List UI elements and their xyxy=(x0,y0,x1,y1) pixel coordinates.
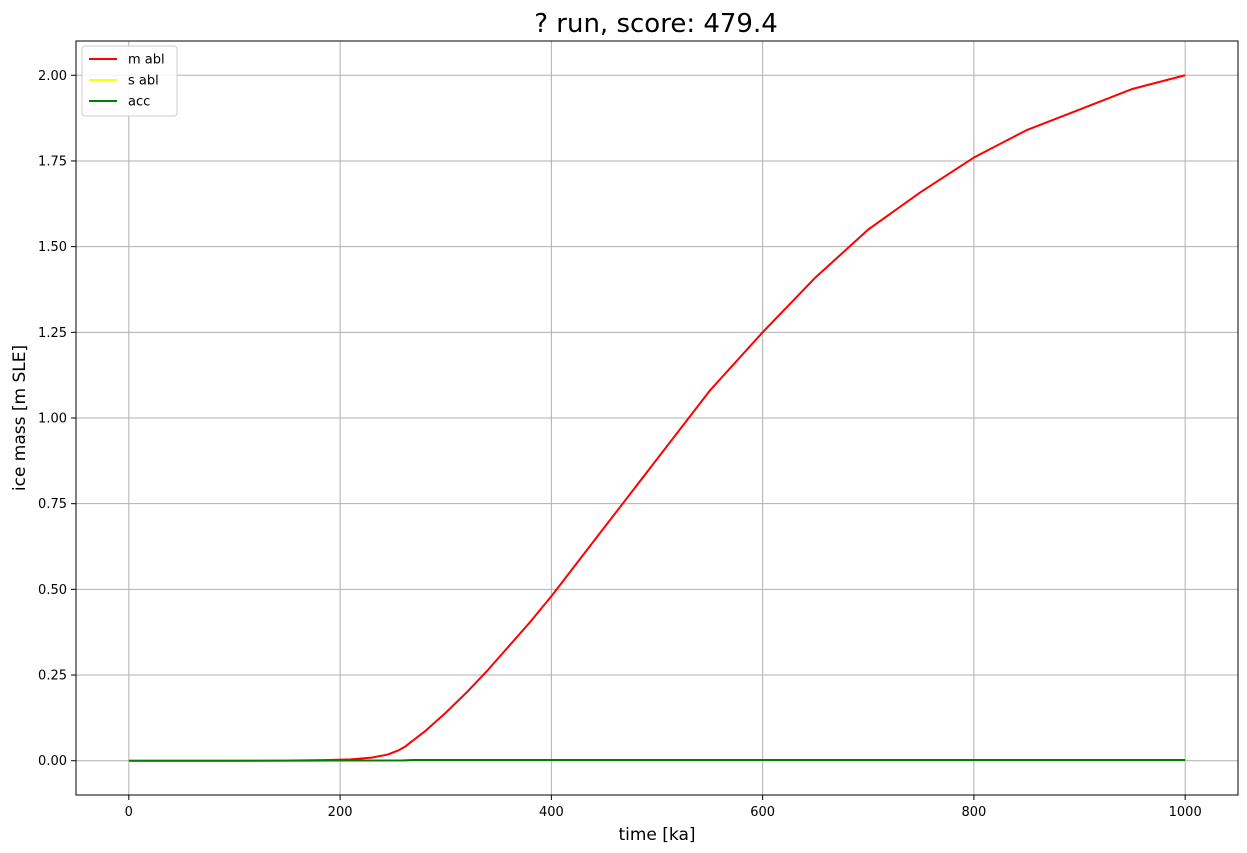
x-tick-label: 1000 xyxy=(1169,805,1202,820)
x-tick-label: 0 xyxy=(125,805,133,820)
legend-label-s-abl: s abl xyxy=(128,74,159,89)
series-line-m-abl xyxy=(128,74,1186,762)
x-tick-label: 800 xyxy=(961,805,986,820)
y-tick-label: 1.75 xyxy=(38,154,67,169)
y-tick-label: 0.75 xyxy=(38,497,67,512)
y-tick-label: 0.50 xyxy=(38,583,67,598)
legend-label-m-abl: m abl xyxy=(128,53,165,68)
y-tick-label: 2.00 xyxy=(38,69,67,84)
y-tick-label: 0.25 xyxy=(38,669,67,684)
series-group xyxy=(128,74,1186,762)
x-axis-label: time [ka] xyxy=(618,825,695,845)
x-tick-label: 600 xyxy=(750,805,775,820)
y-tick-label: 1.50 xyxy=(38,240,67,255)
y-tick-label: 1.25 xyxy=(38,326,67,341)
y-axis-label: ice mass [m SLE] xyxy=(10,345,30,491)
x-tick-label: 200 xyxy=(328,805,353,820)
chart-title: ? run, score: 479.4 xyxy=(534,9,778,39)
legend-box xyxy=(81,45,178,117)
y-tick-label: 1.00 xyxy=(38,412,67,427)
legend-label-acc: acc xyxy=(128,95,150,110)
x-tick-label: 400 xyxy=(539,805,564,820)
y-tick-label: 0.00 xyxy=(38,754,67,769)
series-line-acc xyxy=(128,759,1186,762)
grid xyxy=(76,41,1238,795)
ticks: 0 200 400 600 800 1000 0.00 0.25 0.50 0.75 1.00 1.2… xyxy=(38,69,1202,820)
legend: m abl s abl acc xyxy=(81,45,178,117)
